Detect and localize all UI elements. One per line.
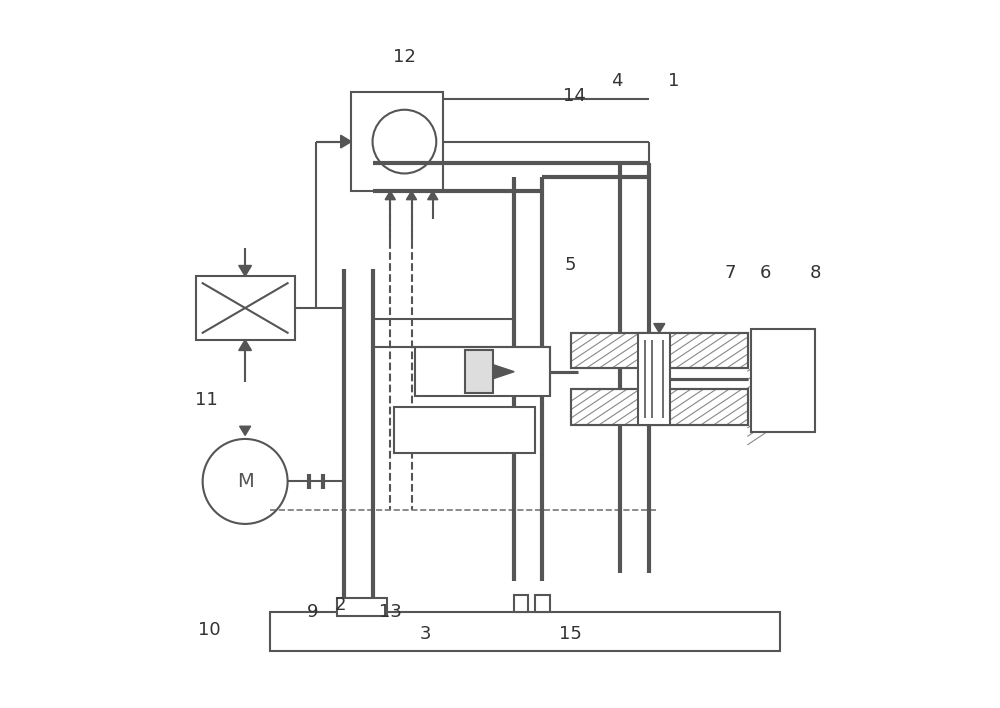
- FancyBboxPatch shape: [638, 333, 670, 425]
- Text: 13: 13: [379, 603, 402, 622]
- FancyBboxPatch shape: [465, 350, 493, 393]
- FancyBboxPatch shape: [351, 92, 443, 191]
- Polygon shape: [493, 365, 514, 379]
- Text: 14: 14: [563, 86, 586, 105]
- Text: 1: 1: [668, 72, 679, 91]
- Polygon shape: [428, 191, 438, 200]
- Text: 10: 10: [198, 621, 221, 639]
- Polygon shape: [239, 266, 251, 276]
- FancyBboxPatch shape: [535, 595, 550, 612]
- Text: 8: 8: [809, 263, 821, 282]
- FancyBboxPatch shape: [270, 612, 780, 651]
- Polygon shape: [406, 191, 417, 200]
- Text: 5: 5: [565, 256, 577, 275]
- FancyBboxPatch shape: [514, 595, 528, 612]
- Polygon shape: [385, 191, 395, 200]
- FancyBboxPatch shape: [571, 333, 748, 368]
- Polygon shape: [341, 135, 351, 148]
- Text: 15: 15: [559, 624, 582, 643]
- Polygon shape: [654, 324, 665, 333]
- Polygon shape: [239, 340, 251, 350]
- Text: 4: 4: [611, 72, 623, 91]
- Text: 7: 7: [724, 263, 736, 282]
- FancyBboxPatch shape: [394, 407, 535, 453]
- Text: 2: 2: [335, 596, 346, 615]
- FancyBboxPatch shape: [751, 329, 815, 432]
- FancyBboxPatch shape: [196, 276, 295, 340]
- Text: 12: 12: [393, 47, 416, 66]
- Text: 9: 9: [307, 603, 318, 622]
- FancyBboxPatch shape: [571, 389, 748, 425]
- Text: 11: 11: [195, 391, 218, 409]
- FancyBboxPatch shape: [415, 347, 550, 396]
- Polygon shape: [240, 426, 251, 435]
- Text: 3: 3: [420, 624, 431, 643]
- FancyBboxPatch shape: [337, 598, 387, 616]
- Text: M: M: [237, 472, 253, 491]
- Text: 6: 6: [760, 263, 771, 282]
